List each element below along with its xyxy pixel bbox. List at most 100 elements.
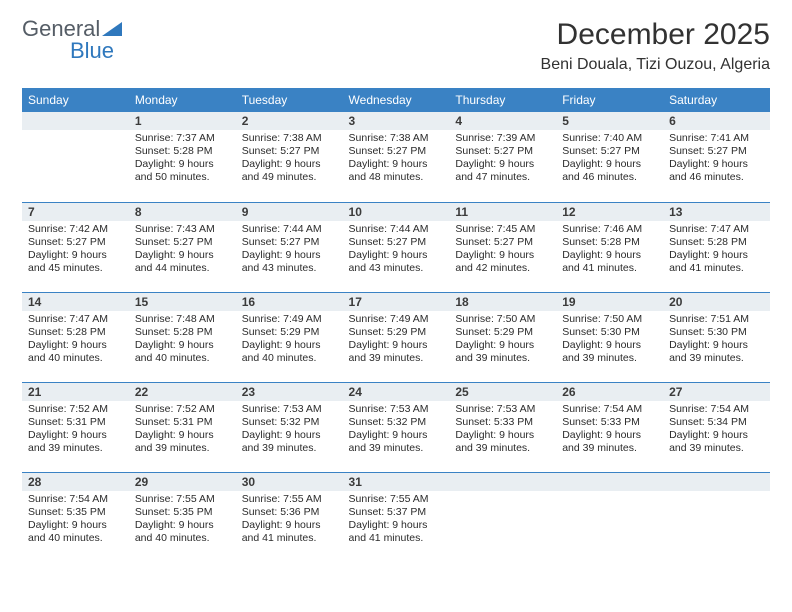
day-number: 7 (22, 203, 129, 221)
day-details: Sunrise: 7:53 AMSunset: 5:32 PMDaylight:… (343, 401, 450, 460)
day-details: Sunrise: 7:54 AMSunset: 5:34 PMDaylight:… (663, 401, 770, 460)
calendar-day-cell: 24Sunrise: 7:53 AMSunset: 5:32 PMDayligh… (343, 382, 450, 472)
day-number: 10 (343, 203, 450, 221)
calendar-day-cell: 30Sunrise: 7:55 AMSunset: 5:36 PMDayligh… (236, 472, 343, 562)
day-details: Sunrise: 7:54 AMSunset: 5:33 PMDaylight:… (556, 401, 663, 460)
day-number: 3 (343, 112, 450, 130)
calendar-day-cell: 23Sunrise: 7:53 AMSunset: 5:32 PMDayligh… (236, 382, 343, 472)
day-details: Sunrise: 7:52 AMSunset: 5:31 PMDaylight:… (129, 401, 236, 460)
day-details: Sunrise: 7:41 AMSunset: 5:27 PMDaylight:… (663, 130, 770, 189)
calendar-day-cell (556, 472, 663, 562)
calendar-week-row: 7Sunrise: 7:42 AMSunset: 5:27 PMDaylight… (22, 202, 770, 292)
weekday-header: Monday (129, 88, 236, 112)
weekday-header: Friday (556, 88, 663, 112)
day-details: Sunrise: 7:49 AMSunset: 5:29 PMDaylight:… (343, 311, 450, 370)
day-number: 14 (22, 293, 129, 311)
day-number: 22 (129, 383, 236, 401)
day-details: Sunrise: 7:53 AMSunset: 5:32 PMDaylight:… (236, 401, 343, 460)
day-number: 29 (129, 473, 236, 491)
calendar-day-cell: 27Sunrise: 7:54 AMSunset: 5:34 PMDayligh… (663, 382, 770, 472)
calendar-week-row: 1Sunrise: 7:37 AMSunset: 5:28 PMDaylight… (22, 112, 770, 202)
day-number-empty (22, 112, 129, 130)
calendar-day-cell: 16Sunrise: 7:49 AMSunset: 5:29 PMDayligh… (236, 292, 343, 382)
day-number-empty (663, 473, 770, 491)
calendar-day-cell: 8Sunrise: 7:43 AMSunset: 5:27 PMDaylight… (129, 202, 236, 292)
weekday-header: Tuesday (236, 88, 343, 112)
day-number: 21 (22, 383, 129, 401)
calendar-day-cell: 25Sunrise: 7:53 AMSunset: 5:33 PMDayligh… (449, 382, 556, 472)
calendar-day-cell: 21Sunrise: 7:52 AMSunset: 5:31 PMDayligh… (22, 382, 129, 472)
location-subtitle: Beni Douala, Tizi Ouzou, Algeria (541, 56, 770, 74)
day-number: 2 (236, 112, 343, 130)
weekday-header-row: Sunday Monday Tuesday Wednesday Thursday… (22, 88, 770, 112)
calendar-day-cell (663, 472, 770, 562)
day-number: 28 (22, 473, 129, 491)
calendar-day-cell: 31Sunrise: 7:55 AMSunset: 5:37 PMDayligh… (343, 472, 450, 562)
day-number: 23 (236, 383, 343, 401)
day-details: Sunrise: 7:42 AMSunset: 5:27 PMDaylight:… (22, 221, 129, 280)
day-details: Sunrise: 7:44 AMSunset: 5:27 PMDaylight:… (343, 221, 450, 280)
day-number: 31 (343, 473, 450, 491)
day-number: 25 (449, 383, 556, 401)
calendar-week-row: 28Sunrise: 7:54 AMSunset: 5:35 PMDayligh… (22, 472, 770, 562)
logo: GeneralBlue (22, 18, 122, 62)
day-number: 11 (449, 203, 556, 221)
day-details: Sunrise: 7:45 AMSunset: 5:27 PMDaylight:… (449, 221, 556, 280)
calendar-day-cell: 22Sunrise: 7:52 AMSunset: 5:31 PMDayligh… (129, 382, 236, 472)
calendar-day-cell: 2Sunrise: 7:38 AMSunset: 5:27 PMDaylight… (236, 112, 343, 202)
calendar-day-cell: 7Sunrise: 7:42 AMSunset: 5:27 PMDaylight… (22, 202, 129, 292)
day-number: 15 (129, 293, 236, 311)
day-number: 4 (449, 112, 556, 130)
weekday-header: Thursday (449, 88, 556, 112)
day-number: 24 (343, 383, 450, 401)
day-details: Sunrise: 7:37 AMSunset: 5:28 PMDaylight:… (129, 130, 236, 189)
day-details: Sunrise: 7:51 AMSunset: 5:30 PMDaylight:… (663, 311, 770, 370)
day-details: Sunrise: 7:40 AMSunset: 5:27 PMDaylight:… (556, 130, 663, 189)
header: GeneralBlue December 2025 Beni Douala, T… (22, 18, 770, 74)
day-number: 8 (129, 203, 236, 221)
calendar-day-cell: 18Sunrise: 7:50 AMSunset: 5:29 PMDayligh… (449, 292, 556, 382)
day-details: Sunrise: 7:38 AMSunset: 5:27 PMDaylight:… (343, 130, 450, 189)
day-details: Sunrise: 7:53 AMSunset: 5:33 PMDaylight:… (449, 401, 556, 460)
day-number-empty (556, 473, 663, 491)
calendar-day-cell: 12Sunrise: 7:46 AMSunset: 5:28 PMDayligh… (556, 202, 663, 292)
day-details: Sunrise: 7:39 AMSunset: 5:27 PMDaylight:… (449, 130, 556, 189)
day-number-empty (449, 473, 556, 491)
day-details: Sunrise: 7:55 AMSunset: 5:37 PMDaylight:… (343, 491, 450, 550)
calendar-day-cell: 11Sunrise: 7:45 AMSunset: 5:27 PMDayligh… (449, 202, 556, 292)
calendar-day-cell: 28Sunrise: 7:54 AMSunset: 5:35 PMDayligh… (22, 472, 129, 562)
day-number: 12 (556, 203, 663, 221)
calendar-day-cell (22, 112, 129, 202)
weekday-header: Wednesday (343, 88, 450, 112)
day-details: Sunrise: 7:55 AMSunset: 5:35 PMDaylight:… (129, 491, 236, 550)
calendar-day-cell: 14Sunrise: 7:47 AMSunset: 5:28 PMDayligh… (22, 292, 129, 382)
day-number: 1 (129, 112, 236, 130)
calendar-day-cell: 9Sunrise: 7:44 AMSunset: 5:27 PMDaylight… (236, 202, 343, 292)
day-details: Sunrise: 7:50 AMSunset: 5:30 PMDaylight:… (556, 311, 663, 370)
calendar-day-cell: 3Sunrise: 7:38 AMSunset: 5:27 PMDaylight… (343, 112, 450, 202)
day-details: Sunrise: 7:49 AMSunset: 5:29 PMDaylight:… (236, 311, 343, 370)
calendar-day-cell: 20Sunrise: 7:51 AMSunset: 5:30 PMDayligh… (663, 292, 770, 382)
day-number: 16 (236, 293, 343, 311)
calendar-day-cell: 1Sunrise: 7:37 AMSunset: 5:28 PMDaylight… (129, 112, 236, 202)
calendar-day-cell: 4Sunrise: 7:39 AMSunset: 5:27 PMDaylight… (449, 112, 556, 202)
calendar-day-cell: 15Sunrise: 7:48 AMSunset: 5:28 PMDayligh… (129, 292, 236, 382)
calendar-day-cell: 17Sunrise: 7:49 AMSunset: 5:29 PMDayligh… (343, 292, 450, 382)
calendar-day-cell (449, 472, 556, 562)
day-number: 18 (449, 293, 556, 311)
calendar-day-cell: 13Sunrise: 7:47 AMSunset: 5:28 PMDayligh… (663, 202, 770, 292)
day-details: Sunrise: 7:47 AMSunset: 5:28 PMDaylight:… (663, 221, 770, 280)
calendar-day-cell: 29Sunrise: 7:55 AMSunset: 5:35 PMDayligh… (129, 472, 236, 562)
day-number: 17 (343, 293, 450, 311)
logo-text-blue: Blue (70, 38, 114, 63)
day-number: 30 (236, 473, 343, 491)
day-details: Sunrise: 7:43 AMSunset: 5:27 PMDaylight:… (129, 221, 236, 280)
calendar-day-cell: 19Sunrise: 7:50 AMSunset: 5:30 PMDayligh… (556, 292, 663, 382)
calendar-day-cell: 26Sunrise: 7:54 AMSunset: 5:33 PMDayligh… (556, 382, 663, 472)
calendar-day-cell: 5Sunrise: 7:40 AMSunset: 5:27 PMDaylight… (556, 112, 663, 202)
day-details: Sunrise: 7:50 AMSunset: 5:29 PMDaylight:… (449, 311, 556, 370)
day-number: 26 (556, 383, 663, 401)
day-details: Sunrise: 7:44 AMSunset: 5:27 PMDaylight:… (236, 221, 343, 280)
day-details: Sunrise: 7:47 AMSunset: 5:28 PMDaylight:… (22, 311, 129, 370)
day-number: 9 (236, 203, 343, 221)
